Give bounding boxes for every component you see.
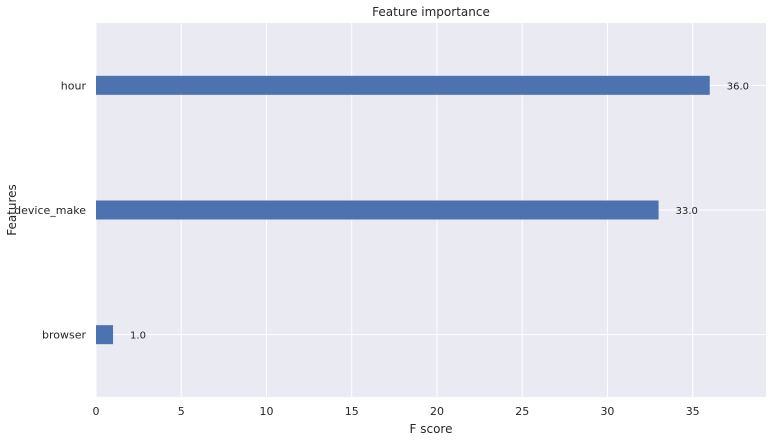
x-tick-label: 30 bbox=[600, 405, 614, 418]
y-tick-label: browser bbox=[42, 329, 86, 342]
chart-title: Feature importance bbox=[372, 5, 490, 19]
x-axis-label: F score bbox=[410, 422, 453, 436]
data-label-hour: 36.0 bbox=[727, 81, 749, 92]
y-axis-label: Features bbox=[5, 184, 19, 236]
x-tick-label: 15 bbox=[345, 405, 359, 418]
x-tick-label: 5 bbox=[178, 405, 185, 418]
x-tick-label: 20 bbox=[430, 405, 444, 418]
data-labels: 36.0 33.0 1.0 bbox=[130, 81, 749, 341]
x-axis-ticks: 0 5 10 15 20 25 30 35 bbox=[93, 405, 700, 418]
x-tick-label: 25 bbox=[515, 405, 529, 418]
bars bbox=[96, 75, 710, 345]
y-tick-label: device_make bbox=[14, 204, 86, 217]
data-label-browser: 1.0 bbox=[130, 331, 146, 342]
bar-hour bbox=[96, 75, 710, 95]
x-tick-label: 0 bbox=[93, 405, 100, 418]
x-tick-label: 10 bbox=[259, 405, 273, 418]
bar-browser bbox=[96, 325, 114, 345]
bar-device_make bbox=[96, 200, 659, 220]
data-label-device_make: 33.0 bbox=[676, 206, 698, 217]
y-tick-label: hour bbox=[61, 79, 87, 92]
x-tick-label: 35 bbox=[686, 405, 700, 418]
